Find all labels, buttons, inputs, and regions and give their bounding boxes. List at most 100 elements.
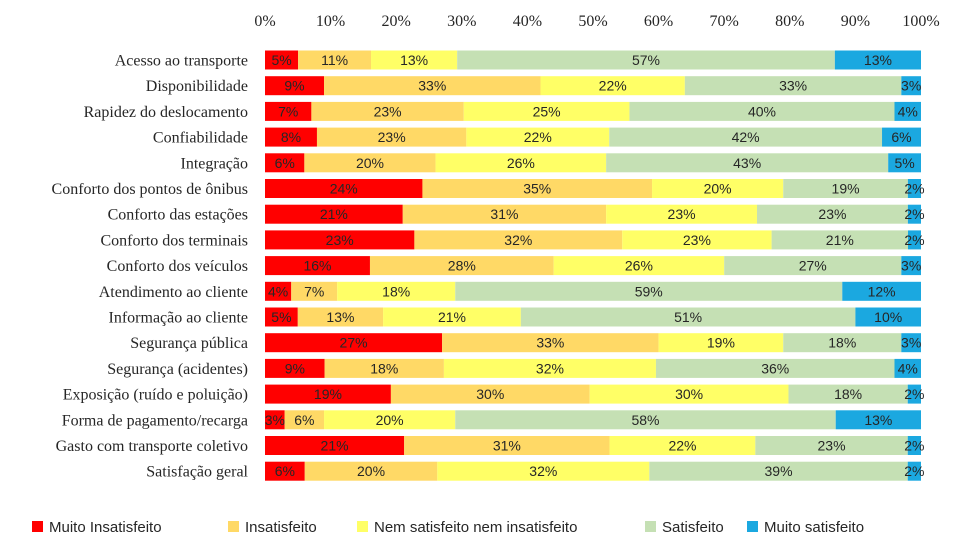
bar-value-label: 19% (314, 386, 342, 402)
bar-segment (757, 204, 908, 224)
bar-segment (298, 50, 372, 70)
bar-segment (901, 333, 921, 353)
bar-value-label: 16% (303, 258, 331, 274)
bar-value-label: 22% (599, 78, 627, 94)
bar-segment (629, 101, 895, 121)
x-tick-label: 0% (254, 13, 275, 30)
bar-segment (265, 179, 423, 198)
bar-segment (324, 358, 444, 378)
bar-segment (265, 410, 285, 430)
bar-segment (369, 256, 554, 276)
bar-value-label: 3% (901, 78, 921, 94)
bar-segment (649, 461, 908, 481)
bar-value-label: 2% (904, 232, 924, 248)
bar-value-label: 27% (340, 335, 368, 351)
x-tick-label: 70% (710, 13, 739, 30)
bar-value-label: 5% (271, 309, 291, 325)
bar-segment (265, 230, 415, 250)
bar-value-label: 23% (818, 438, 846, 454)
x-tick-label: 10% (316, 13, 345, 30)
category-label: Gasto com transporte coletivo (56, 438, 248, 455)
legend-swatch (747, 521, 758, 532)
bar-value-label: 23% (326, 232, 354, 248)
bar-segment (443, 358, 656, 378)
legend-item: Insatisfeito (228, 519, 317, 536)
category-label: Acesso ao transporte (115, 53, 248, 70)
bar-value-label: 25% (533, 103, 561, 119)
bar-value-label: 13% (326, 309, 354, 325)
bar-segment (835, 410, 921, 430)
bar-value-label: 35% (523, 181, 551, 197)
category-label: Conforto das estações (108, 207, 248, 224)
bar-segment (589, 384, 789, 404)
bar-segment (901, 256, 921, 276)
x-tick-label: 30% (447, 13, 476, 30)
bar-segment (834, 50, 921, 70)
bar-segment (304, 461, 438, 481)
bar-segment (324, 76, 541, 96)
bar-segment (606, 153, 889, 173)
bar-segment (337, 281, 456, 301)
bar-value-label: 19% (707, 335, 735, 351)
bar-segment (652, 179, 784, 198)
bar-segment (265, 384, 391, 404)
bar-value-label: 21% (826, 232, 854, 248)
bar-segment (404, 436, 610, 455)
bar-segment (265, 333, 443, 353)
bar-value-label: 7% (304, 283, 324, 299)
bar-value-label: 43% (733, 155, 761, 171)
legend-item: Satisfeito (645, 519, 724, 536)
bar-value-label: 23% (374, 103, 402, 119)
bar-segment (265, 436, 405, 455)
bar-value-label: 21% (320, 206, 348, 222)
bar-value-label: 36% (761, 360, 789, 376)
bar-segment (783, 179, 908, 198)
bar-segment (771, 230, 909, 250)
bar-segment (324, 410, 456, 430)
bar-value-label: 32% (536, 360, 564, 376)
bar-value-label: 4% (898, 103, 918, 119)
bar-segment (422, 179, 653, 198)
legend-swatch (645, 521, 656, 532)
bar-segment (655, 358, 895, 378)
bar-segment (383, 307, 521, 327)
bar-segment (783, 333, 902, 353)
bar-row: 5% 11% 13% 57% 13% (265, 50, 921, 70)
bar-value-label: 18% (828, 335, 856, 351)
bar-value-label: 30% (476, 386, 504, 402)
bar-segment (855, 307, 921, 327)
bar-value-label: 7% (278, 103, 298, 119)
x-tick-label: 50% (578, 13, 607, 30)
bar-segment (442, 333, 659, 353)
bar-segment (265, 461, 305, 481)
bar-value-label: 22% (524, 129, 552, 145)
bar-segment (658, 333, 784, 353)
legend-label: Satisfeito (662, 519, 724, 536)
bar-value-label: 31% (490, 206, 518, 222)
bar-value-label: 3% (901, 258, 921, 274)
bar-segment (402, 204, 607, 224)
bar-value-label: 5% (271, 52, 291, 68)
bar-value-label: 28% (448, 258, 476, 274)
legend-label: Insatisfeito (245, 519, 317, 536)
bar-segment (463, 101, 630, 121)
bar-segment (265, 256, 370, 276)
category-label: Disponibilidade (146, 78, 248, 95)
bar-segment (414, 230, 623, 250)
bar-segment (553, 256, 725, 276)
category-label: Conforto dos veículos (107, 258, 248, 275)
bar-segment (907, 384, 921, 404)
bar-segment (609, 436, 756, 455)
bar-segment (265, 281, 292, 301)
bar-segment (907, 461, 921, 481)
bar-segment (455, 281, 843, 301)
bar-value-label: 6% (891, 129, 911, 145)
bar-row: 23% 32% 23% 21% 2% (265, 230, 925, 250)
bar-segment (894, 358, 921, 378)
bar-segment (907, 436, 921, 455)
bar-row: 7% 23% 25% 40% 4% (265, 101, 921, 121)
bar-segment (316, 127, 467, 147)
bar-value-label: 23% (818, 206, 846, 222)
bar-value-label: 26% (507, 155, 535, 171)
